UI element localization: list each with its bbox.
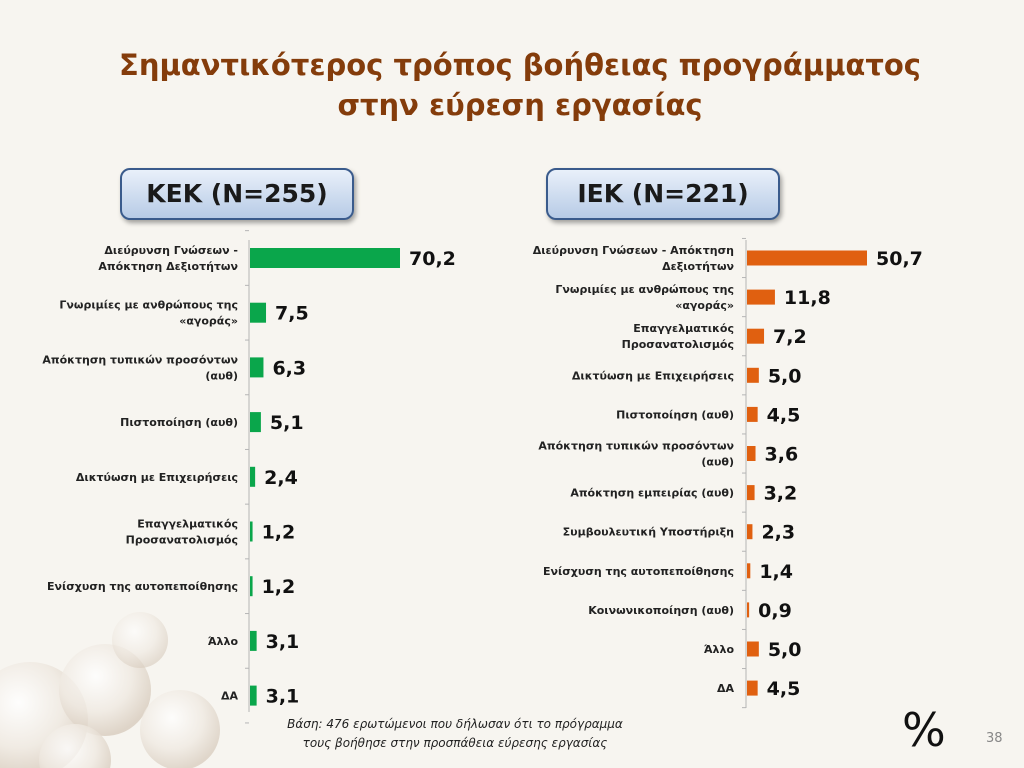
iek-category-label: Απόκτηση εμπειρίας (αυθ) [570, 487, 734, 500]
iek-bar [747, 563, 751, 579]
iek-bar [747, 289, 775, 305]
iek-value-label: 0,9 [758, 600, 792, 622]
footnote: Βάση: 476 ερωτώμενοι που δήλωσαν ότι το … [255, 715, 655, 753]
slide-title-line2: στην εύρεση εργασίας [337, 88, 703, 122]
kek-value-label: 7,5 [275, 303, 309, 325]
kek-value-label: 6,3 [272, 357, 306, 379]
kek-category-label: Δικτύωση με Επιχειρήσεις [76, 471, 238, 484]
kek-category-label: Ενίσχυση της αυτοπεποίθησης [47, 580, 238, 593]
iek-bar [747, 446, 756, 461]
kek-bar [250, 521, 253, 542]
iek-category-label: Συμβουλευτική Υποστήριξη [563, 526, 734, 539]
kek-bar [250, 466, 256, 487]
kek-bar [250, 630, 257, 651]
slide-title: Σημαντικότερος τρόπος βοήθειας προγράμμα… [80, 45, 960, 125]
kek-value-label: 3,1 [266, 686, 300, 708]
slide-title-line1: Σημαντικότερος τρόπος βοήθειας προγράμμα… [119, 48, 921, 82]
iek-category-label: Ενίσχυση της αυτοπεποίθησης [543, 565, 734, 578]
iek-bar [747, 524, 753, 540]
kek-value-label: 1,2 [262, 576, 296, 598]
iek-bar [747, 367, 759, 383]
page-number: 38 [986, 731, 1003, 746]
percent-symbol: % [902, 703, 946, 757]
iek-bar [747, 641, 759, 657]
kek-bar [250, 576, 253, 597]
iek-category-label: Επαγγελματικός [633, 322, 734, 335]
iek-category-label: «αγοράς» [675, 299, 734, 312]
iek-category-label: Άλλο [704, 643, 735, 656]
kek-value-label: 2,4 [264, 467, 298, 489]
iek-value-label: 5,0 [768, 365, 802, 387]
kek-category-label: Πιστοποίηση (αυθ) [120, 416, 238, 429]
kek-value-label: 3,1 [266, 631, 300, 653]
iek-category-label: Προσανατολισμός [622, 338, 734, 351]
iek-value-label: 1,4 [759, 561, 793, 583]
iek-value-label: 5,0 [768, 639, 802, 661]
iek-value-label: 50,7 [876, 248, 923, 270]
kek-category-label: Προσανατολισμός [126, 534, 238, 547]
kek-value-label: 70,2 [409, 248, 456, 270]
kek-header-box: ΚΕΚ (Ν=255) [120, 168, 354, 220]
iek-value-label: 11,8 [784, 287, 831, 309]
kek-value-label: 1,2 [262, 522, 296, 544]
kek-category-label: «αγοράς» [179, 315, 238, 328]
kek-category-label: ΔΑ [221, 690, 239, 703]
kek-bar [250, 412, 261, 433]
kek-category-label: Γνωριμίες με ανθρώπους της [59, 299, 238, 312]
iek-category-label: Απόκτηση τυπικών προσόντων [538, 440, 734, 453]
iek-header-label: ΙΕΚ (Ν=221) [577, 179, 749, 208]
kek-category-label: Επαγγελματικός [137, 518, 238, 531]
iek-category-label: Δικτύωση με Επιχειρήσεις [572, 369, 734, 382]
kek-category-label: Απόκτηση τυπικών προσόντων [42, 353, 238, 366]
kek-bar [250, 248, 400, 268]
kek-header-label: ΚΕΚ (Ν=255) [146, 179, 328, 208]
iek-bar [747, 406, 758, 422]
kek-category-label: Διεύρυνση Γνώσεων - [104, 244, 238, 257]
footnote-line1: Βάση: 476 ερωτώμενοι που δήλωσαν ότι το … [287, 717, 623, 731]
iek-category-label: ΔΑ [717, 682, 735, 695]
iek-value-label: 4,5 [767, 404, 801, 426]
iek-category-label: Κοινωνικοποίηση (αυθ) [588, 604, 734, 617]
iek-bar [747, 250, 867, 266]
kek-category-label: Απόκτηση Δεξιοτήτων [98, 260, 238, 273]
kek-category-label: (αυθ) [205, 369, 238, 382]
iek-category-label: Διεύρυνση Γνώσεων - Απόκτηση [533, 244, 734, 257]
iek-value-label: 3,2 [764, 483, 798, 505]
kek-bar [250, 685, 257, 706]
iek-category-label: Γνωριμίες με ανθρώπους της [555, 283, 734, 296]
footnote-line2: τους βοήθησε στην προσπάθεια εύρεσης εργ… [302, 736, 608, 750]
iek-bar [747, 485, 755, 501]
iek-bar [747, 680, 758, 696]
iek-header-box: ΙΕΚ (Ν=221) [546, 168, 780, 220]
iek-value-label: 3,6 [765, 444, 799, 466]
iek-value-label: 7,2 [773, 326, 807, 348]
iek-value-label: 2,3 [761, 522, 795, 544]
iek-value-label: 4,5 [767, 678, 801, 700]
kek-category-label: Άλλο [208, 635, 239, 648]
kek-value-label: 5,1 [270, 412, 304, 434]
kek-bar [250, 357, 264, 378]
iek-bar [747, 328, 765, 344]
iek-category-label: Δεξιοτήτων [662, 260, 734, 273]
iek-category-label: (αυθ) [701, 456, 734, 469]
kek-bar [250, 302, 267, 323]
iek-category-label: Πιστοποίηση (αυθ) [616, 408, 734, 421]
iek-bar [747, 602, 750, 618]
